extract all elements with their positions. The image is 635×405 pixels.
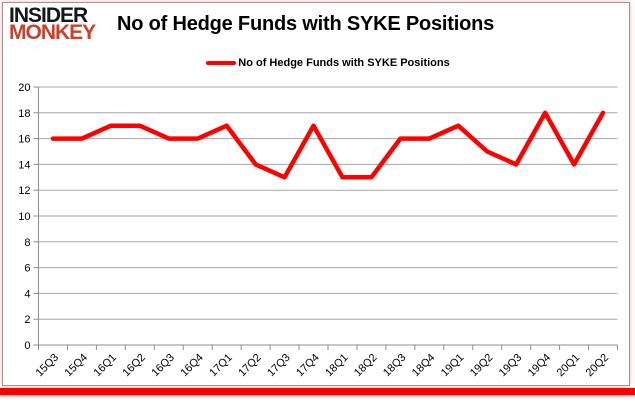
x-tick-label: 19Q3 — [497, 352, 525, 380]
x-tick-label: 19Q2 — [468, 352, 496, 380]
x-tick-label: 16Q2 — [120, 352, 148, 380]
y-tick-label: 18 — [18, 108, 30, 120]
y-tick-label: 2 — [24, 314, 30, 326]
x-tick-label: 19Q4 — [526, 352, 554, 380]
y-tick-label: 12 — [18, 185, 30, 197]
x-tick-label: 15Q4 — [63, 352, 91, 380]
x-tick-label: 18Q1 — [323, 352, 351, 380]
y-tick-label: 0 — [24, 340, 30, 352]
x-tick-label: 18Q2 — [352, 352, 380, 380]
x-tick-label: 16Q4 — [178, 352, 206, 380]
bottom-accent-bar — [0, 388, 635, 395]
insider-monkey-logo: INSIDER MONKEY — [9, 4, 96, 44]
x-tick-label: 17Q1 — [207, 352, 235, 380]
chart-legend: No of Hedge Funds with SYKE Positions — [38, 57, 618, 69]
logo-line-insider: INSIDER — [9, 4, 88, 27]
logo-line-monkey: MONKEY — [9, 21, 96, 44]
series-line — [50, 110, 606, 180]
legend-series-label: No of Hedge Funds with SYKE Positions — [238, 57, 450, 69]
x-tick-label: 20Q2 — [584, 352, 612, 380]
x-tick-label: 17Q2 — [236, 352, 264, 380]
y-tick-label: 14 — [18, 159, 30, 171]
x-tick-label: 20Q1 — [555, 352, 583, 380]
y-tick-label: 6 — [24, 263, 30, 275]
x-tick-label: 19Q1 — [439, 352, 467, 380]
y-tick-label: 8 — [24, 237, 30, 249]
chart-card — [2, 2, 630, 386]
x-tick-label: 18Q3 — [381, 352, 409, 380]
x-tick-label: 16Q1 — [91, 352, 119, 380]
legend-line-swatch-icon — [206, 61, 237, 65]
y-tick-label: 16 — [18, 134, 30, 146]
chart-title: No of Hedge Funds with SYKE Positions — [117, 13, 495, 35]
x-tick-label: 16Q3 — [149, 352, 177, 380]
y-tick-label: 20 — [18, 82, 30, 94]
x-tick-label: 17Q4 — [294, 352, 322, 380]
y-tick-label: 4 — [24, 288, 30, 300]
x-tick-label: 18Q4 — [410, 352, 438, 380]
x-tick-label: 17Q3 — [265, 352, 293, 380]
x-tick-label: 15Q3 — [34, 352, 62, 380]
y-tick-label: 10 — [18, 211, 30, 223]
